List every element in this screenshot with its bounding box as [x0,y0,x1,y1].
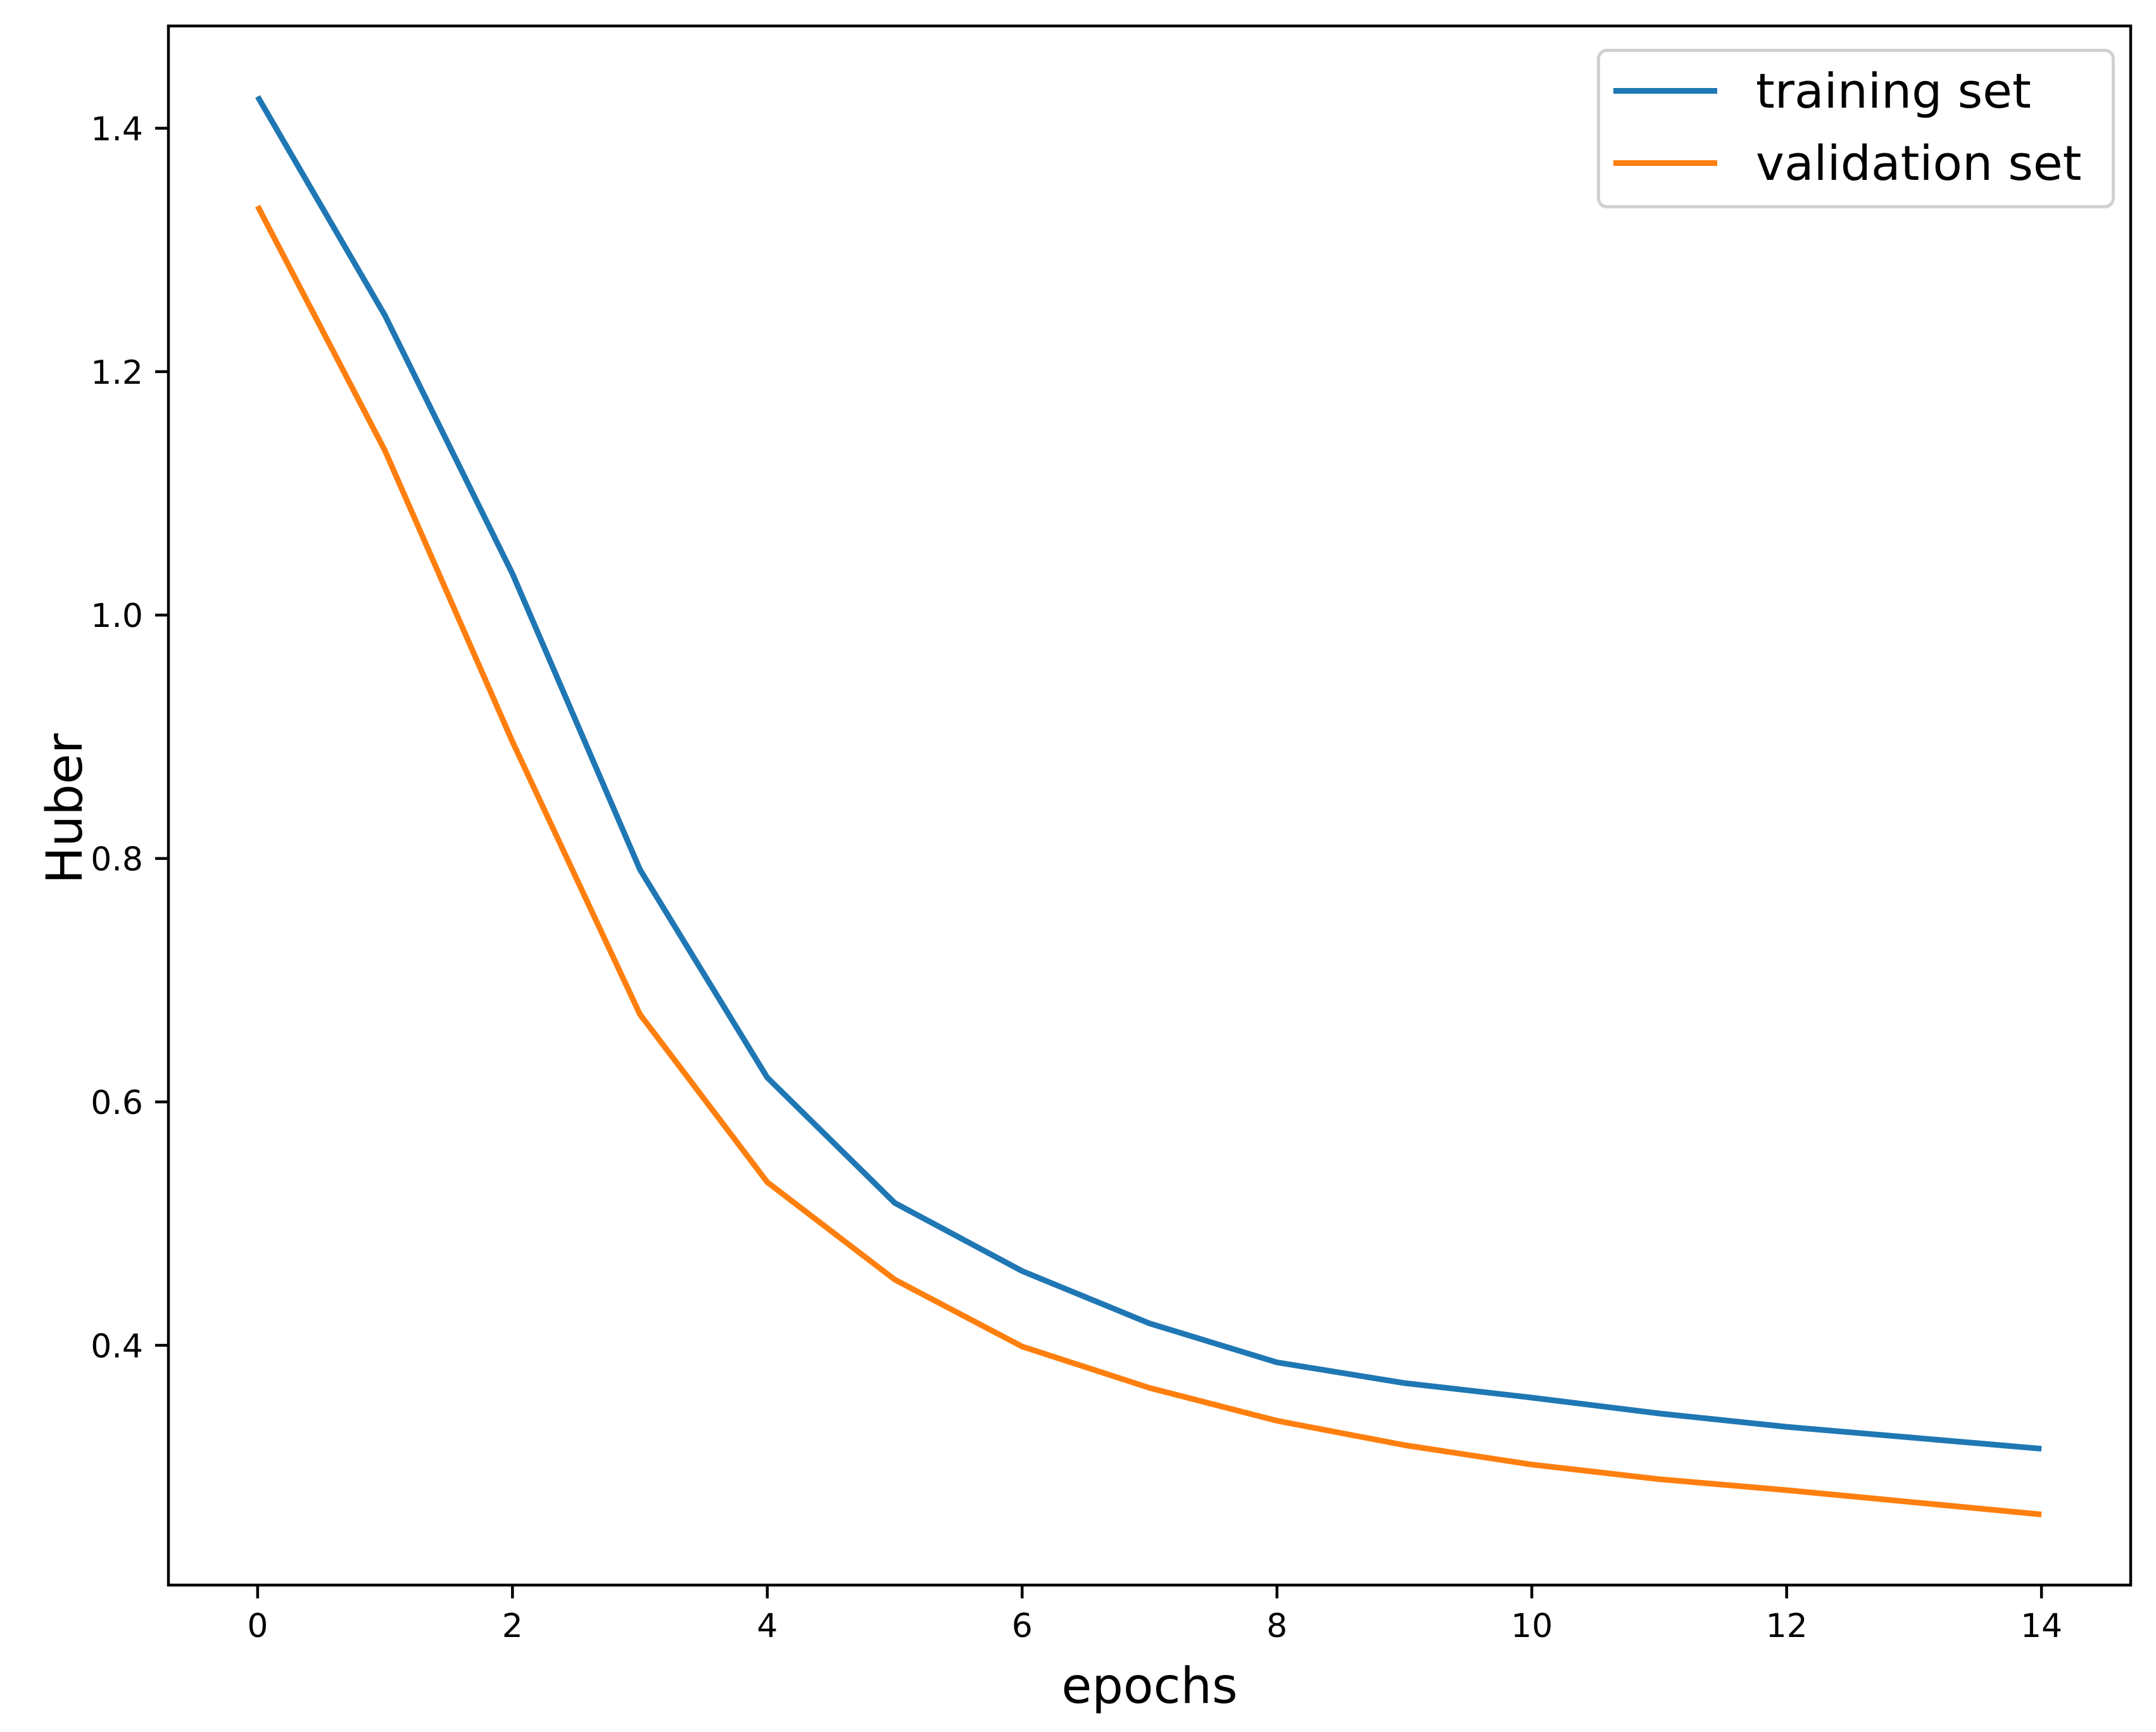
legend-entry-training-set: training set [1613,59,2031,122]
y-tick-label: 0.8 [91,841,143,879]
x-tick-label: 10 [1511,1607,1553,1645]
x-tick-label: 6 [1012,1607,1033,1645]
x-axis-label: epochs [1061,1658,1238,1715]
legend-label-validation-set: validation set [1756,134,2082,191]
validation-set-line-sample [1613,160,1717,166]
y-axis-label: Huber [37,733,94,884]
y-tick-label: 1.4 [91,110,143,148]
legend-entry-validation-set: validation set [1613,131,2081,194]
x-tick-label: 4 [757,1607,778,1645]
legend: training set validation set [1597,49,2115,208]
training-set-line-sample [1613,87,1717,94]
y-tick-label: 0.6 [91,1084,143,1122]
y-tick-label: 1.2 [91,354,143,392]
x-tick-label: 12 [1766,1607,1808,1645]
series-line-training-set [255,95,2042,1452]
x-tick-label: 2 [502,1607,523,1645]
x-tick-label: 0 [247,1607,268,1645]
x-tick-label: 8 [1266,1607,1287,1645]
y-tick-label: 1.0 [91,597,143,635]
x-tick-label: 14 [2020,1607,2062,1645]
legend-label-training-set: training set [1756,62,2031,119]
y-tick-label: 0.4 [91,1327,143,1365]
plot-spines [167,24,2133,1587]
series-line-validation-set [255,205,2042,1517]
